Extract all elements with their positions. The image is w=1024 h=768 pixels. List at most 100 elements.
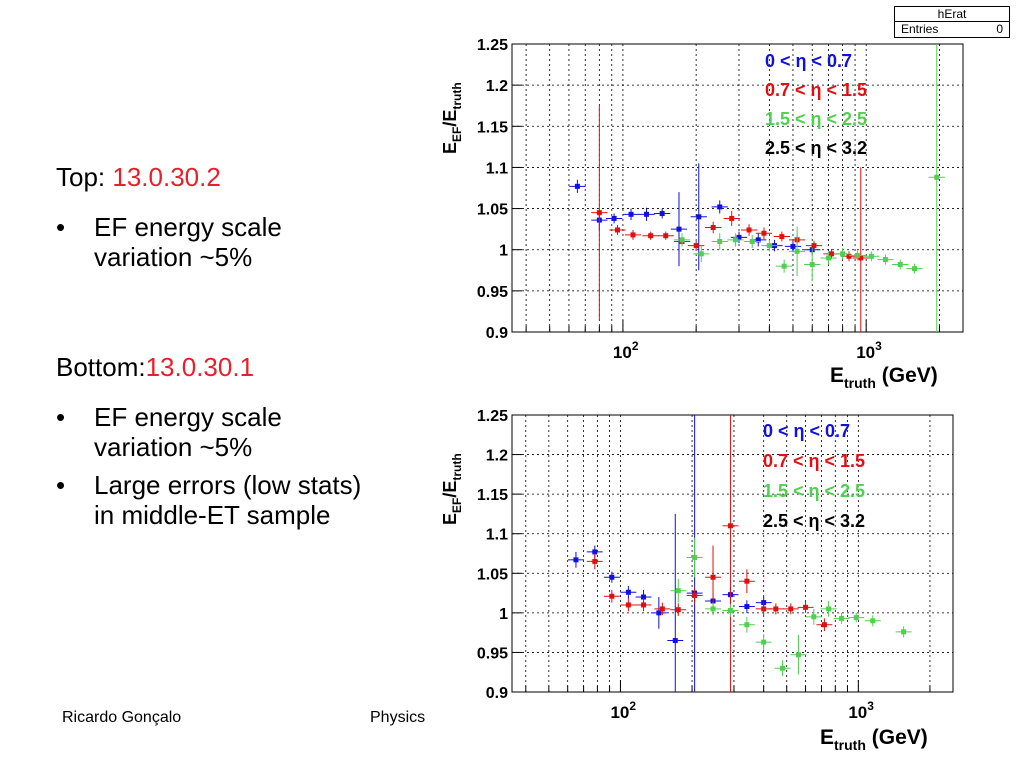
bullet-dot: •: [56, 212, 66, 242]
legend-entry: 2.5 < η < 3.2: [763, 511, 865, 531]
y-axis-label: EEF/Etruth: [440, 453, 464, 525]
data-point: [780, 665, 786, 671]
data-point: [675, 588, 681, 594]
plot-frame: [511, 43, 964, 333]
legend-entry: 0 < η < 0.7: [763, 421, 850, 441]
data-point: [611, 215, 617, 221]
y-axis-label: EEF/Etruth: [440, 82, 464, 154]
y-tick-label: 1: [499, 606, 508, 623]
data-point: [675, 607, 681, 613]
data-point: [868, 253, 874, 259]
data-point: [659, 606, 665, 612]
x-tick-label: 103: [848, 699, 874, 722]
y-tick-label: 1.25: [477, 408, 508, 425]
data-point: [746, 227, 752, 233]
stat-box-title: hErat: [895, 7, 1009, 22]
top-bullet-1: • EF energy scale variation ~5%: [56, 212, 356, 272]
bullet-dot: •: [56, 402, 66, 432]
data-point: [912, 266, 918, 272]
y-axis-label-mid: /E: [440, 481, 460, 498]
data-point: [744, 622, 750, 628]
x-axis-label-main: E: [830, 364, 844, 387]
top-bullet-1-text: EF energy scale variation ~5%: [94, 212, 282, 272]
y-tick-label: 1.1: [486, 160, 508, 177]
data-point: [779, 234, 785, 240]
x-tick-exponent: 3: [867, 699, 874, 713]
data-point: [614, 227, 620, 233]
data-point: [693, 243, 699, 249]
x-tick-base: 10: [613, 343, 632, 362]
data-point: [840, 251, 846, 257]
x-axis-label-sub: truth: [834, 737, 866, 753]
data-point: [755, 237, 761, 243]
plot-frame: [511, 414, 954, 693]
y-axis-label-sub2: truth: [450, 453, 464, 480]
x-tick-exponent: 2: [632, 339, 639, 353]
data-point: [574, 183, 580, 189]
x-axis-label-main: E: [820, 726, 834, 749]
data-point: [826, 255, 832, 261]
footer-author: Ricardo Gonçalo: [62, 709, 182, 726]
bottom-bullet-2-text: Large errors (low stats) in middle-ET sa…: [94, 470, 362, 530]
data-point: [744, 604, 750, 610]
data-point: [643, 211, 649, 217]
data-point: [609, 593, 615, 599]
x-tick-label: 102: [610, 699, 636, 722]
x-tick-exponent: 2: [629, 699, 636, 713]
data-point: [717, 204, 723, 210]
data-point: [882, 257, 888, 263]
data-point: [761, 230, 767, 236]
y-tick-label: 1.25: [477, 37, 508, 54]
y-tick-label: 1: [499, 243, 508, 260]
data-point: [828, 251, 834, 257]
data-point: [794, 248, 800, 254]
x-tick-label: 103: [856, 339, 882, 362]
legend-entry: 2.5 < η < 3.2: [765, 138, 867, 158]
data-point: [710, 224, 716, 230]
data-point: [628, 211, 634, 217]
data-point: [766, 243, 772, 249]
y-tick-label: 1.05: [477, 202, 508, 219]
legend-entry: 1.5 < η < 2.5: [765, 109, 867, 129]
data-point: [729, 215, 735, 221]
legend-entry: 0.7 < η < 1.5: [765, 80, 867, 100]
bullet-dot: •: [56, 470, 66, 500]
data-point: [749, 238, 755, 244]
data-point: [672, 638, 678, 644]
data-point: [901, 629, 907, 635]
data-point: [853, 615, 859, 621]
y-tick-label: 1.15: [477, 119, 508, 136]
y-axis-label-mid: /E: [440, 110, 460, 127]
data-point: [870, 618, 876, 624]
data-point: [727, 523, 733, 529]
y-tick-label: 1.1: [486, 527, 508, 544]
data-point: [641, 602, 647, 608]
data-point: [696, 214, 702, 220]
stat-box-row: Entries 0: [895, 22, 1009, 37]
data-point: [625, 602, 631, 608]
legend-entry: 0 < η < 0.7: [765, 51, 852, 71]
x-axis-label: Etruth (GeV): [820, 726, 928, 753]
data-point: [736, 234, 742, 240]
x-tick-base: 10: [610, 703, 629, 722]
bottom-version: 13.0.30.1: [145, 352, 255, 382]
y-axis-label-sub1: EF: [450, 498, 464, 513]
data-point: [656, 610, 662, 616]
legend-entry: 0.7 < η < 1.5: [763, 451, 865, 471]
data-point: [821, 622, 827, 628]
x-axis-label: Etruth (GeV): [830, 364, 938, 391]
data-point: [710, 574, 716, 580]
data-point: [663, 233, 669, 239]
y-axis-label-main: E: [440, 513, 460, 525]
bottom-heading: Bottom:13.0.30.1: [56, 352, 254, 382]
data-point: [592, 558, 598, 564]
data-point: [790, 243, 796, 249]
top-label: Top:: [56, 162, 113, 192]
data-point: [641, 594, 647, 600]
y-tick-label: 1.05: [477, 566, 508, 583]
data-point: [761, 639, 767, 645]
data-point: [648, 233, 654, 239]
y-tick-label: 0.9: [486, 685, 508, 702]
data-point: [897, 262, 903, 268]
data-point: [625, 589, 631, 595]
